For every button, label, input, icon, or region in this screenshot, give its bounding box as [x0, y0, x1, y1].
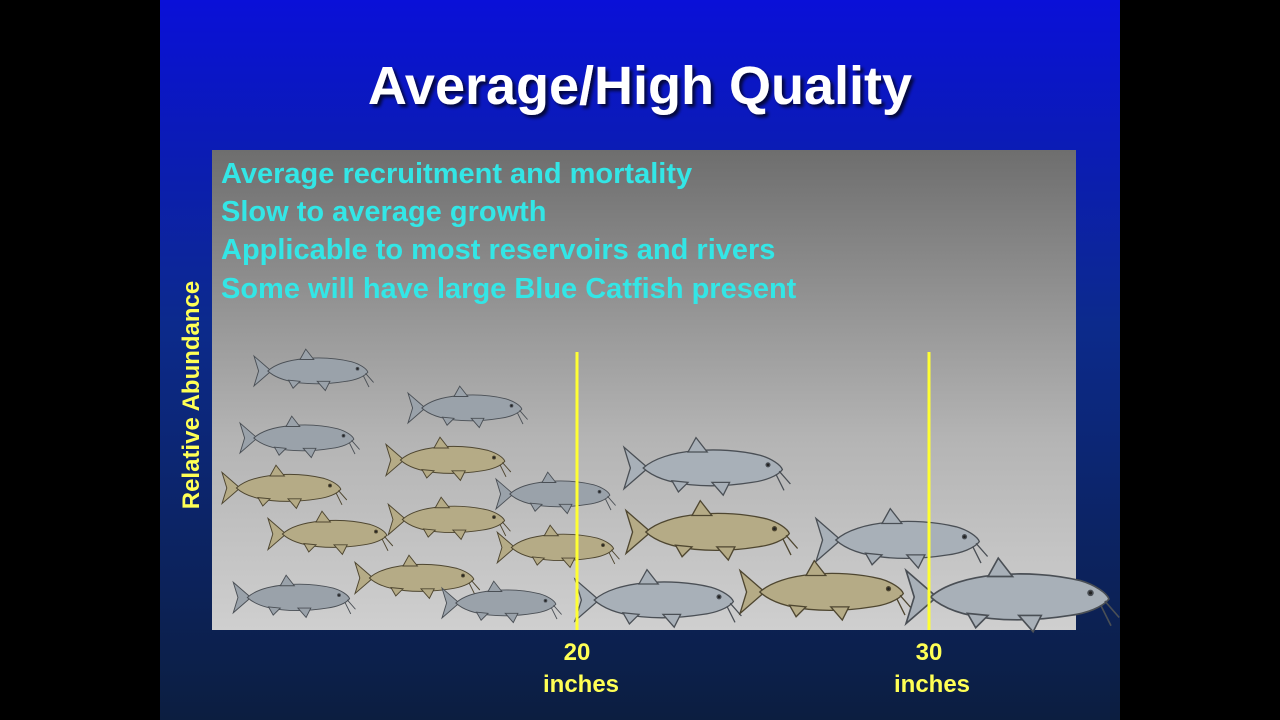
bullet: Slow to average growth — [221, 196, 547, 228]
bullet: Average recruitment and mortality — [221, 158, 692, 190]
marker-value: 30 — [916, 639, 943, 666]
y-axis-label: Relative Abundance — [178, 281, 205, 510]
marker-unit: inches — [894, 671, 970, 698]
marker-unit: inches — [543, 671, 619, 698]
bullet: Some will have large Blue Catfish presen… — [221, 273, 797, 305]
slide-title: Average/High Quality — [368, 56, 912, 116]
marker-value: 20 — [564, 639, 591, 666]
bullet-list: Average recruitment and mortality Slow t… — [221, 158, 797, 305]
bullet: Applicable to most reservoirs and rivers — [221, 234, 775, 266]
